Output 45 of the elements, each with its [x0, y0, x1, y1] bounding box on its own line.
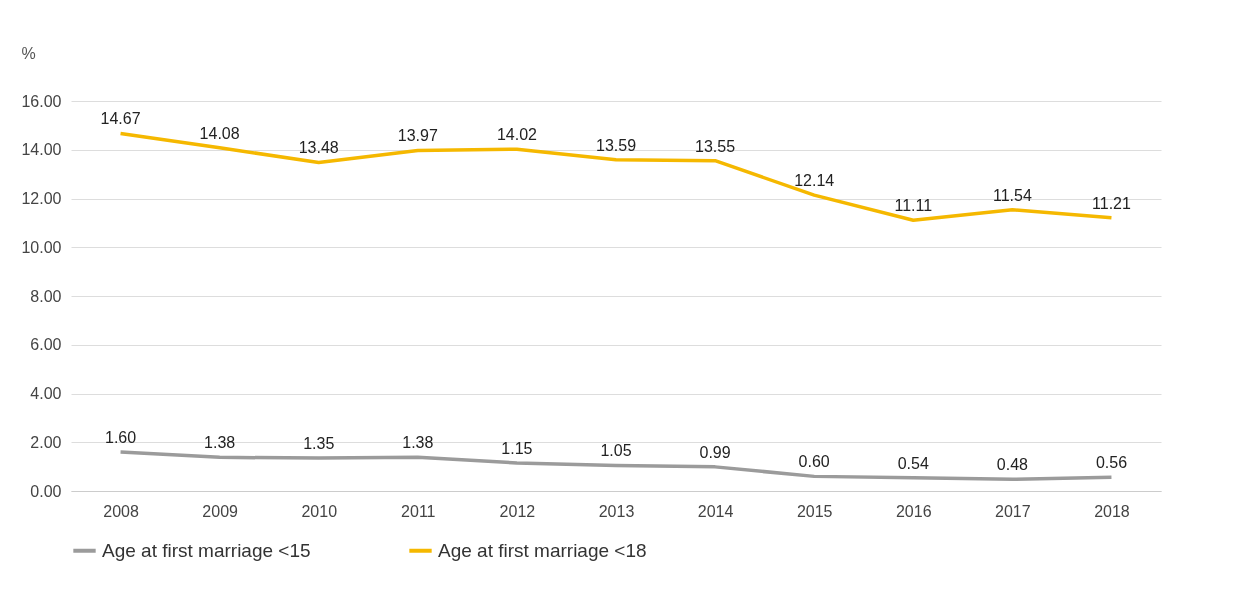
data-label: 1.35 — [303, 435, 335, 453]
data-label: 13.97 — [397, 127, 438, 145]
data-label: 14.67 — [100, 110, 141, 128]
y-tick-label: 4.00 — [30, 385, 62, 402]
x-tick-label: 2017 — [995, 502, 1031, 520]
data-label: 14.02 — [496, 126, 538, 144]
data-label: 0.99 — [699, 443, 731, 461]
data-label: 1.05 — [600, 442, 632, 460]
data-label: 0.54 — [897, 454, 929, 472]
data-label: 0.48 — [996, 456, 1029, 474]
y-tick-label: 16.00 — [21, 92, 62, 110]
data-label: 1.38 — [402, 434, 434, 452]
y-tick-label: 0.00 — [30, 482, 62, 500]
y-tick-label: 8.00 — [30, 287, 62, 305]
y-axis-title: % — [21, 44, 36, 62]
data-label: 11.54 — [992, 186, 1032, 204]
x-tick-label: 2011 — [401, 502, 436, 520]
x-tick-label: 2015 — [796, 502, 833, 520]
x-tick-label: 2008 — [103, 502, 139, 520]
legend-label: Age at first marriage <15 — [102, 539, 311, 561]
x-tick-label: 2014 — [697, 502, 734, 520]
y-tick-label: 12.00 — [21, 190, 62, 207]
x-tick-label: 2010 — [301, 502, 338, 520]
x-tick-label: 2013 — [598, 502, 635, 520]
data-label: 12.14 — [794, 172, 835, 190]
data-label: 1.15 — [501, 439, 533, 457]
data-label: 1.38 — [204, 434, 236, 452]
data-label: 14.08 — [199, 124, 240, 142]
data-label: 13.59 — [595, 136, 637, 154]
data-label: 13.48 — [298, 139, 339, 157]
y-tick-label: 6.00 — [30, 336, 62, 354]
y-tick-label: 14.00 — [21, 141, 62, 159]
y-tick-label: 10.00 — [21, 238, 62, 256]
data-label: 1.60 — [104, 429, 137, 446]
data-label: 11.11 — [894, 197, 933, 215]
x-tick-label: 2018 — [1094, 502, 1130, 520]
x-tick-label: 2009 — [202, 502, 239, 520]
data-label: 0.60 — [798, 453, 830, 471]
data-label: 13.55 — [695, 137, 736, 155]
x-tick-label: 2012 — [499, 502, 536, 520]
x-tick-label: 2016 — [895, 502, 932, 520]
legend-label: Age at first marriage <18 — [438, 539, 647, 561]
data-label: 11.21 — [1092, 194, 1131, 212]
y-tick-label: 2.00 — [30, 433, 62, 451]
data-label: 0.56 — [1095, 454, 1128, 472]
